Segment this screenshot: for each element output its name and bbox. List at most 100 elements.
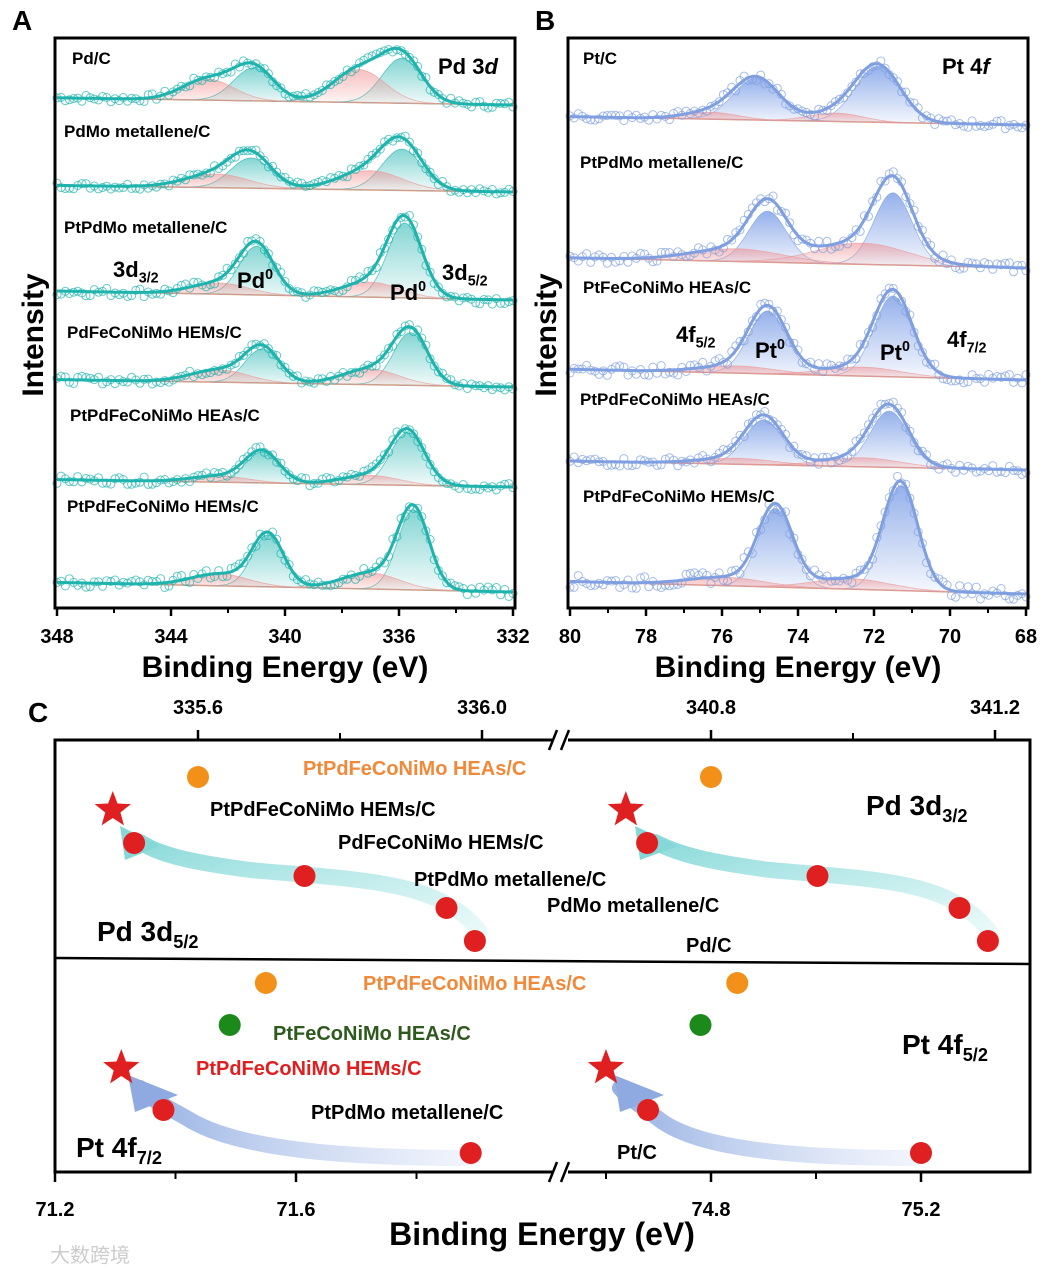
spectrum [565, 167, 1031, 277]
data-point [313, 88, 323, 97]
star-marker [94, 791, 131, 826]
red-point-marker [636, 832, 659, 854]
data-point [64, 289, 74, 298]
data-point [955, 581, 965, 591]
data-point [131, 183, 141, 193]
axis-break-mark [559, 1161, 571, 1183]
x-tick-label: 348 [40, 626, 73, 648]
top-x-tick-label: 336.0 [457, 697, 507, 719]
data-point [951, 592, 960, 602]
data-point [669, 108, 679, 118]
data-point [114, 183, 124, 193]
data-point [611, 110, 621, 120]
data-point [438, 571, 447, 581]
red-point-marker [948, 897, 971, 919]
panel-c-frame [53, 738, 1032, 1174]
data-point [714, 97, 724, 107]
data-point [425, 167, 435, 177]
data-point [830, 576, 840, 586]
data-point [905, 97, 915, 107]
data-point [656, 361, 666, 371]
data-point [565, 582, 575, 592]
fit-envelope [57, 503, 513, 594]
data-point [433, 367, 443, 377]
peak-annotation: 4f7/2 [947, 327, 986, 357]
data-point [409, 56, 418, 66]
data-point [491, 189, 501, 199]
y-axis-label: Intensity [530, 273, 563, 397]
red-point-marker [459, 1142, 482, 1164]
x-tick-label: 68 [1015, 626, 1037, 648]
fit-envelope [57, 426, 513, 489]
star-marker [587, 1049, 625, 1084]
data-point [429, 174, 439, 184]
red-point-marker [123, 832, 146, 854]
fit-envelope [57, 325, 513, 389]
point-label: PdMo metallene/C [547, 895, 719, 917]
x-tick-label: 78 [635, 626, 657, 648]
data-point [988, 586, 998, 596]
x-tick-label: 72 [863, 626, 885, 648]
bottom-x-tick-label: 71.6 [277, 1199, 316, 1221]
sample-label: PdFeCoNiMo HEMs/C [67, 323, 242, 342]
orange-point-marker [187, 766, 209, 788]
data-point [135, 96, 145, 106]
point-label: PtPdMo metallene/C [414, 869, 606, 891]
spectrum [52, 424, 518, 495]
data-point [359, 274, 369, 284]
data-point [631, 583, 641, 593]
shift-arrow-pd-right [647, 834, 998, 940]
data-point [404, 137, 414, 147]
data-point [573, 571, 583, 581]
data-point [665, 367, 674, 377]
data-point [243, 346, 253, 356]
data-point [702, 570, 712, 580]
peak-annotation: 3d5/2 [442, 260, 488, 290]
region-label: Pd 3d3/2 [866, 790, 968, 826]
point-label: PtPdFeCoNiMo HEMs/C [196, 1058, 422, 1080]
data-point [404, 320, 414, 330]
spectrum [52, 502, 518, 601]
bottom-x-tick-label: 75.2 [902, 1199, 941, 1221]
red-point-marker [806, 865, 829, 887]
data-point [77, 179, 87, 189]
red-point-marker [910, 1142, 932, 1164]
data-point [500, 584, 510, 594]
sample-label: PtPdMo metallene/C [64, 218, 227, 237]
data-point [73, 580, 83, 590]
data-point [888, 283, 898, 293]
sample-label: Pt/C [583, 49, 617, 68]
red-point-marker [976, 930, 999, 952]
data-point [656, 583, 666, 592]
shift-arrow-pt-right [612, 1080, 923, 1166]
data-point [855, 434, 865, 444]
data-point [433, 282, 443, 292]
data-point [768, 84, 778, 94]
data-point [413, 148, 423, 158]
point-label: PtPdMo metallene/C [311, 1102, 503, 1124]
axis-break-mark [547, 729, 559, 751]
fit-envelope [57, 46, 513, 107]
x-tick-label: 74 [787, 626, 810, 648]
data-point [218, 270, 228, 280]
data-point [330, 76, 340, 86]
point-label: PtFeCoNiMo HEAs/C [273, 1023, 471, 1045]
y-axis-label: Intensity [17, 273, 50, 397]
spectrum [565, 471, 1031, 604]
axis-break-mark [547, 1161, 559, 1183]
data-point [442, 578, 452, 588]
data-point [255, 63, 265, 73]
data-point [272, 457, 282, 467]
red-point-marker [463, 930, 486, 952]
region-label: Pt 4f5/2 [902, 1029, 988, 1065]
data-point [263, 69, 273, 79]
spectrum [565, 397, 1031, 479]
data-point [971, 582, 981, 592]
data-point [565, 251, 575, 261]
x-tick-label: 70 [939, 626, 961, 648]
panel-letter-c: C [28, 697, 48, 728]
red-point-marker [152, 1099, 175, 1121]
spectrum [52, 45, 518, 113]
peak-annotation: Pt0 [755, 337, 785, 363]
sample-label: PtPdFeCoNiMo HEMs/C [583, 487, 775, 506]
